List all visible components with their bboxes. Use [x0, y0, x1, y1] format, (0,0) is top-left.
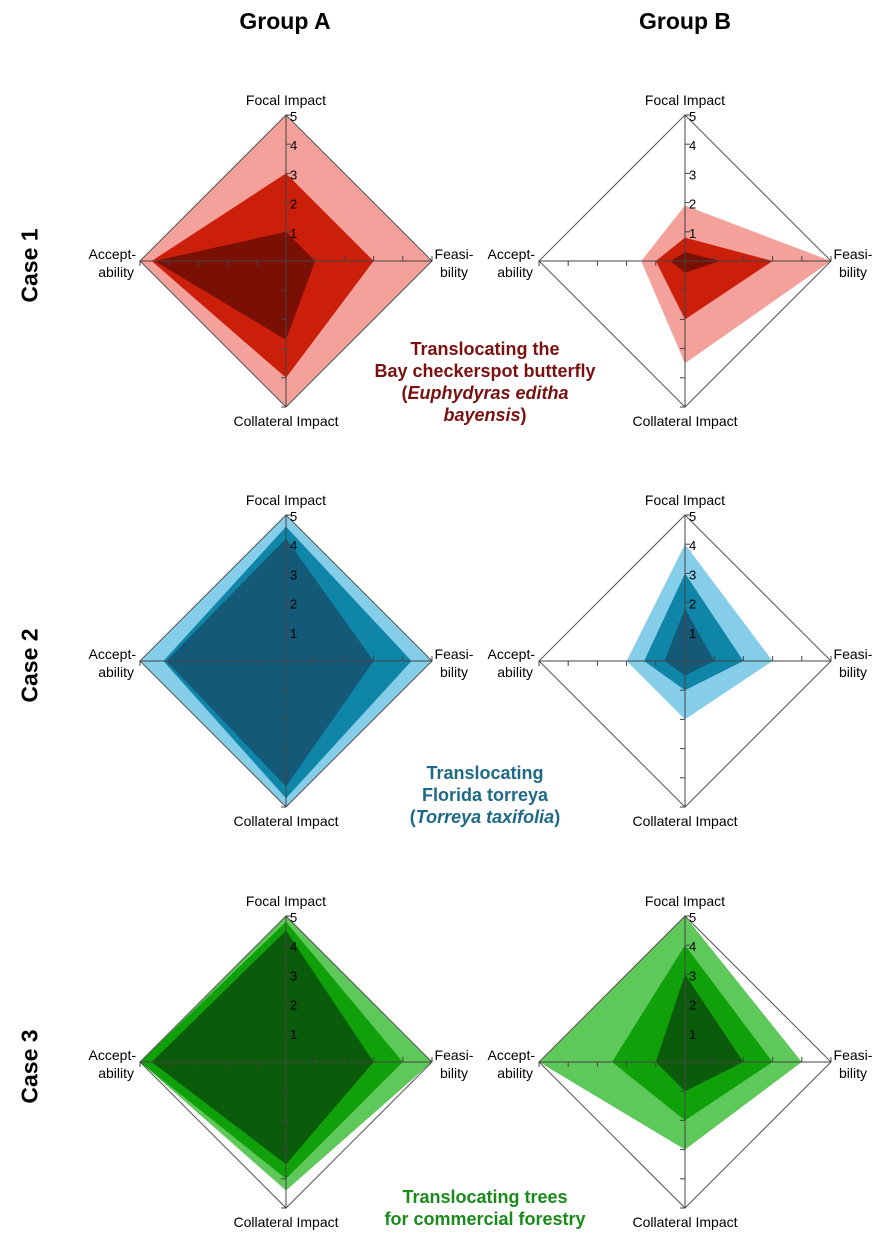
radar-series-3: [151, 930, 374, 1165]
radar-series-3: [154, 231, 316, 340]
radar-tick-label: 4: [290, 939, 297, 954]
radar-tick-label: 4: [689, 138, 696, 153]
axis-label-collateral-impact: Collateral Impact: [632, 1214, 737, 1230]
radar-tick-label: 1: [689, 1027, 696, 1042]
case-2-title-paren-close: ): [554, 807, 561, 827]
axis-label-acceptability-line-2: ability: [98, 264, 134, 280]
case-1-title-species: Euphydyras editha: [407, 383, 569, 403]
radar-tick-label: 5: [290, 109, 297, 124]
radar-tick-label: 1: [290, 226, 297, 241]
axis-label-focal-impact: Focal Impact: [645, 492, 725, 508]
radar-tick-label: 5: [290, 509, 297, 524]
case-1-title-line-3: (Euphydyras editha: [335, 382, 635, 404]
axis-label-collateral-impact: Collateral Impact: [632, 813, 737, 829]
axis-label-feasibility-line-1: Feasi-: [834, 1047, 873, 1063]
axis-label-acceptability-line-1: Accept-: [89, 646, 137, 662]
axis-label-focal-impact: Focal Impact: [246, 492, 326, 508]
axis-label-acceptability-line-1: Accept-: [488, 246, 536, 262]
case-1-title-paren-open: (: [401, 383, 408, 403]
case-2-title-line-2: Florida torreya: [421, 785, 549, 805]
radar-tick-label: 5: [689, 910, 696, 925]
radar-tick-label: 2: [290, 597, 297, 612]
case-2-title-species: Torreya taxifolia: [415, 807, 555, 827]
axis-label-feasibility-line-1: Feasi-: [435, 1047, 474, 1063]
axis-label-feasibility-line-1: Feasi-: [834, 246, 873, 262]
radar-tick-label: 1: [689, 626, 696, 641]
radar-tick-label: 3: [290, 968, 297, 983]
axis-label-feasibility-line-2: bility: [440, 664, 468, 680]
axis-label-acceptability-line-1: Accept-: [488, 1047, 536, 1063]
case-2-title: Translocating Florida torreya (Torreya t…: [335, 762, 635, 828]
case-1-title-line-1: Translocating the: [410, 339, 560, 359]
axis-label-feasibility-line-2: bility: [440, 264, 468, 280]
case-1-title-paren-close: ): [520, 405, 527, 425]
axis-label-collateral-impact: Collateral Impact: [233, 413, 338, 429]
axis-label-acceptability-line-2: ability: [497, 264, 533, 280]
axis-label-acceptability-line-1: Accept-: [89, 246, 137, 262]
axis-label-acceptability-line-2: ability: [98, 1065, 134, 1081]
case-1-title-line-2: Bay checkerspot butterfly: [374, 361, 596, 381]
axis-label-acceptability-line-2: ability: [497, 1065, 533, 1081]
radar-tick-label: 4: [290, 138, 297, 153]
axis-label-feasibility-line-1: Feasi-: [435, 646, 474, 662]
axis-label-focal-impact: Focal Impact: [246, 92, 326, 108]
case-1-title-line-4: bayensis): [335, 404, 635, 426]
case-3-title-line-1: Translocating trees: [402, 1187, 568, 1207]
radar-tick-label: 2: [689, 197, 696, 212]
column-header-group-a: Group A: [239, 8, 331, 34]
axis-label-feasibility-line-2: bility: [839, 664, 867, 680]
radar-tick-label: 1: [290, 1027, 297, 1042]
axis-label-collateral-impact: Collateral Impact: [233, 1214, 338, 1230]
case-1-title: Translocating the Bay checkerspot butter…: [335, 338, 635, 426]
axis-label-acceptability-line-1: Accept-: [89, 1047, 137, 1063]
radar-tick-label: 5: [689, 509, 696, 524]
case-3-title-line-2: for commercial forestry: [384, 1209, 586, 1229]
radar-tick-label: 3: [689, 567, 696, 582]
radar-tick-label: 4: [689, 939, 696, 954]
case-1-title-subspecies: bayensis: [443, 405, 521, 425]
radar-series-3: [166, 538, 374, 787]
axis-label-feasibility-line-1: Feasi-: [435, 246, 474, 262]
radar-tick-label: 3: [290, 167, 297, 182]
radar-tick-label: 2: [290, 998, 297, 1013]
axis-label-acceptability-line-2: ability: [497, 664, 533, 680]
column-header-group-b: Group B: [639, 8, 731, 34]
radar-tick-label: 5: [689, 109, 696, 124]
axis-label-acceptability-line-1: Accept-: [488, 646, 536, 662]
radar-tick-label: 4: [290, 538, 297, 553]
case-2-title-line-3: (Torreya taxifolia): [335, 806, 635, 828]
case-2-title-paren-open: (: [409, 807, 416, 827]
radar-tick-label: 3: [689, 968, 696, 983]
axis-label-feasibility-line-2: bility: [839, 264, 867, 280]
axis-label-feasibility-line-2: bility: [440, 1065, 468, 1081]
radar-tick-label: 5: [290, 910, 297, 925]
axis-label-collateral-impact: Collateral Impact: [632, 413, 737, 429]
axis-label-collateral-impact: Collateral Impact: [233, 813, 338, 829]
radar-tick-label: 2: [689, 998, 696, 1013]
case-3-title: Translocating trees for commercial fores…: [335, 1186, 635, 1230]
case-2-title-line-1: Translocating: [426, 763, 544, 783]
radar-tick-label: 1: [290, 626, 297, 641]
axis-label-focal-impact: Focal Impact: [246, 893, 326, 909]
radar-tick-label: 2: [290, 197, 297, 212]
radar-series-3: [664, 608, 715, 676]
axis-label-focal-impact: Focal Impact: [645, 92, 725, 108]
radar-tick-label: 4: [689, 538, 696, 553]
axis-label-acceptability-line-2: ability: [98, 664, 134, 680]
axis-label-focal-impact: Focal Impact: [645, 893, 725, 909]
radar-tick-label: 2: [689, 597, 696, 612]
axis-label-feasibility-line-1: Feasi-: [834, 646, 873, 662]
radar-series-3: [670, 252, 721, 273]
radar-tick-label: 1: [689, 226, 696, 241]
radar-tick-label: 3: [689, 167, 696, 182]
radar-tick-label: 3: [290, 567, 297, 582]
axis-label-feasibility-line-2: bility: [839, 1065, 867, 1081]
